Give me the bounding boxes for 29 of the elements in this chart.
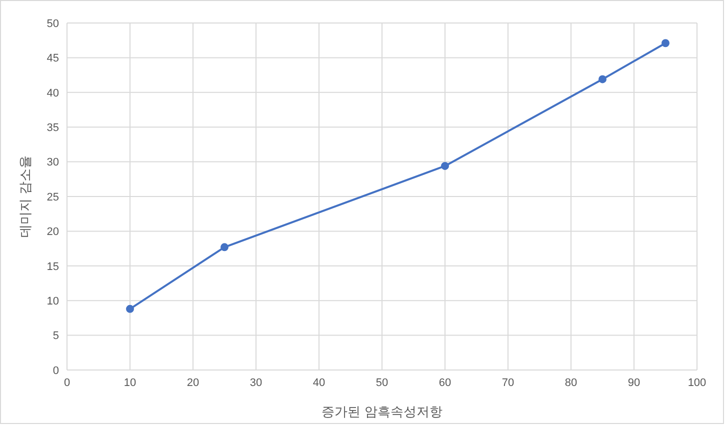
y-tick-label: 15 [46, 260, 59, 273]
y-tick-label: 40 [46, 87, 59, 100]
x-tick-label: 10 [124, 376, 136, 389]
x-tick-label: 100 [688, 376, 706, 389]
y-tick-label: 35 [46, 122, 59, 134]
y-axis-title: 데미지 감소율 [18, 156, 33, 238]
point [126, 304, 134, 313]
y-tick-label: 0 [52, 364, 59, 377]
y-tick-label: 10 [46, 296, 59, 308]
y-tick-label: 25 [46, 191, 59, 204]
y-tick-label: 30 [46, 156, 59, 169]
x-tick-label: 30 [250, 376, 262, 389]
point [220, 243, 228, 252]
x-tick-label: 20 [186, 376, 200, 389]
y-tick-label: 20 [46, 226, 59, 238]
x-tick-label: 90 [628, 376, 640, 389]
point [662, 39, 670, 48]
x-axis-title: 증가된 암흑속성저항 [322, 404, 442, 419]
y-tick-label: 5 [52, 330, 59, 342]
x-tick-label: 50 [376, 376, 388, 389]
point [441, 162, 449, 170]
x-tick-label: 80 [564, 376, 578, 389]
x-tick-label: 40 [312, 376, 326, 389]
x-tick-label: 70 [502, 376, 514, 389]
y-tick-label: 50 [46, 18, 59, 30]
point [598, 75, 606, 84]
x-tick-label: 60 [438, 376, 452, 389]
y-tick-label: 45 [46, 52, 59, 65]
x-tick-label: 0 [64, 376, 70, 389]
